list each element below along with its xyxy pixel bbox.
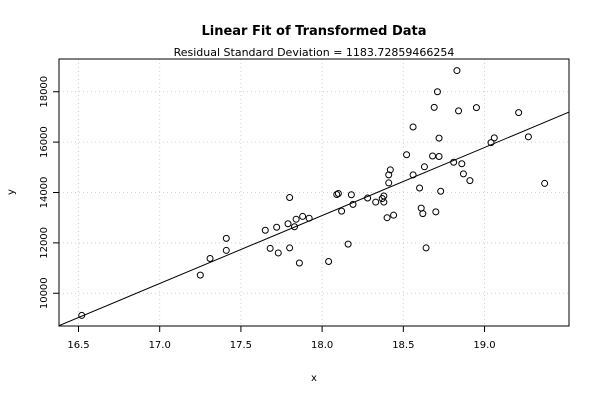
data-point	[390, 211, 398, 219]
data-point	[420, 163, 428, 171]
data-point	[273, 223, 281, 231]
data-point	[386, 166, 394, 174]
data-point	[515, 109, 523, 117]
data-point	[458, 160, 466, 168]
data-point	[453, 67, 461, 75]
data-point	[430, 103, 438, 111]
data-point	[295, 259, 303, 267]
data-point	[344, 240, 352, 248]
data-point	[383, 214, 391, 222]
data-point	[435, 134, 443, 142]
data-point	[196, 271, 204, 279]
chart-title: Linear Fit of Transformed Data	[201, 24, 426, 39]
data-point	[299, 212, 307, 220]
data-point	[487, 139, 495, 147]
data-point	[206, 254, 214, 262]
data-point	[261, 226, 269, 234]
data-point	[433, 88, 441, 96]
data-point	[286, 244, 294, 252]
x-tick-label: 16.5	[67, 340, 89, 351]
x-axis-label: x	[311, 373, 317, 384]
data-point	[435, 152, 443, 160]
data-point	[385, 179, 393, 187]
data-point	[338, 207, 346, 215]
data-point	[524, 133, 532, 141]
x-tick-label: 18.0	[311, 340, 333, 351]
data-point	[422, 244, 430, 252]
data-point	[419, 210, 427, 218]
data-point	[222, 234, 230, 242]
data-point	[266, 244, 274, 252]
data-point	[325, 258, 333, 266]
data-point	[349, 200, 357, 208]
data-point	[274, 249, 282, 257]
data-point	[403, 151, 411, 159]
data-point	[450, 158, 458, 166]
data-point	[334, 190, 342, 198]
y-axis: 10000 12000 14000 16000 18000	[39, 76, 59, 309]
data-point	[409, 171, 417, 179]
data-point	[284, 220, 292, 228]
data-point	[466, 177, 474, 185]
data-point	[472, 104, 480, 112]
data-point	[305, 214, 313, 222]
x-tick-label: 17.0	[149, 340, 171, 351]
data-point	[432, 208, 440, 216]
data-point	[541, 179, 549, 187]
y-tick-label: 10000	[39, 277, 50, 309]
data-point	[78, 311, 86, 319]
x-axis: 16.5 17.0 17.5 18.0 18.5 19.0	[67, 326, 496, 351]
data-point	[437, 187, 445, 195]
y-axis-label: y	[6, 189, 17, 195]
data-point	[459, 170, 467, 178]
x-tick-label: 19.0	[473, 340, 495, 351]
data-point	[385, 171, 393, 179]
y-tick-label: 18000	[39, 76, 50, 108]
data-point	[286, 194, 294, 202]
data-point	[292, 215, 300, 223]
data-point	[347, 191, 355, 199]
x-tick-label: 17.5	[230, 340, 252, 351]
data-point	[416, 184, 424, 192]
grid-lines	[59, 59, 569, 326]
data-point	[455, 107, 463, 115]
data-point	[490, 134, 498, 142]
chart-subtitle: Residual Standard Deviation = 1183.72859…	[174, 46, 455, 59]
data-point	[409, 123, 417, 131]
x-tick-label: 18.5	[392, 340, 414, 351]
data-points	[78, 67, 549, 319]
fit-line	[59, 111, 569, 326]
data-point	[380, 198, 388, 206]
data-point	[222, 246, 230, 254]
y-tick-label: 14000	[39, 177, 50, 209]
data-point	[291, 223, 299, 231]
data-point	[333, 191, 341, 199]
fit-line-group	[59, 111, 569, 326]
y-tick-label: 16000	[39, 126, 50, 158]
data-point	[429, 152, 437, 160]
y-tick-label: 12000	[39, 227, 50, 259]
data-point	[364, 194, 372, 202]
data-point	[372, 198, 380, 206]
